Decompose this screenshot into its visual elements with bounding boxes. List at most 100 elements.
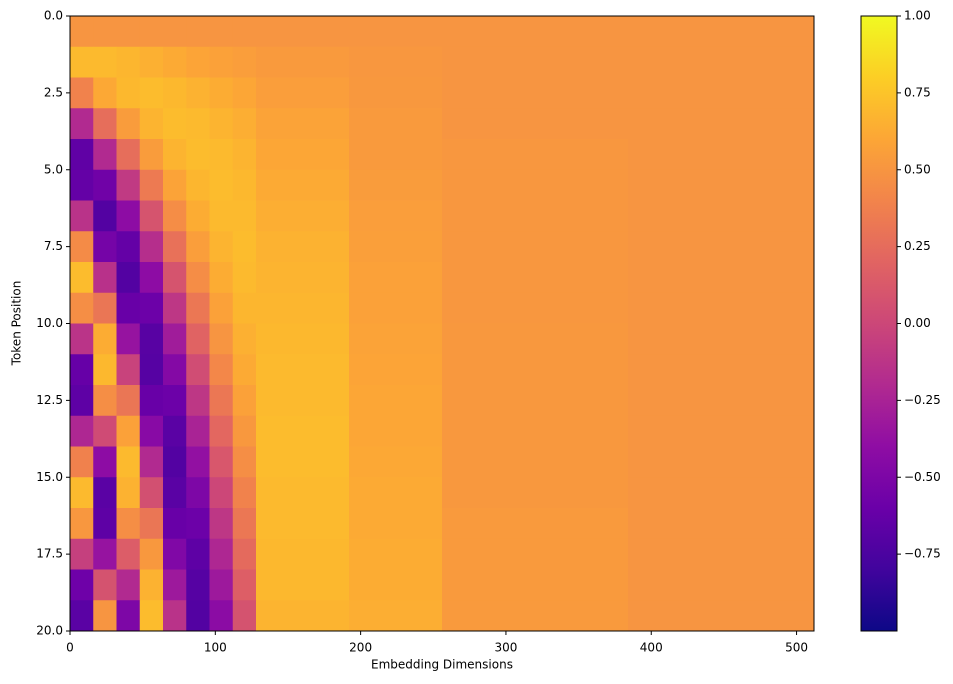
heatmap-cell — [139, 77, 164, 109]
colorbar-tick-label: 0.50 — [904, 162, 931, 176]
heatmap-cell — [256, 16, 350, 48]
heatmap-cell — [93, 231, 117, 263]
heatmap-cell — [256, 262, 350, 294]
x-tick-label: 500 — [785, 641, 808, 655]
heatmap-cell — [349, 569, 443, 601]
heatmap-cell — [442, 262, 629, 294]
heatmap-cell — [116, 77, 141, 109]
heatmap-cell — [232, 139, 257, 171]
heatmap-cell — [186, 139, 210, 171]
heatmap-cell — [628, 385, 815, 417]
y-tick-label: 10.0 — [36, 316, 63, 330]
heatmap-cell — [139, 108, 164, 140]
heatmap-cell — [628, 354, 815, 386]
heatmap-cell — [209, 231, 234, 263]
heatmap-cell — [70, 415, 94, 447]
heatmap-cell — [93, 292, 117, 324]
heatmap-cell — [232, 46, 257, 78]
heatmap-cell — [256, 200, 350, 232]
heatmap-cell — [232, 415, 257, 447]
heatmap-cell — [163, 600, 187, 632]
heatmap-cell — [163, 477, 187, 509]
heatmap-cell — [232, 108, 257, 140]
heatmap-cell — [116, 569, 141, 601]
heatmap-cell — [186, 323, 210, 355]
heatmap-cell — [139, 446, 164, 478]
heatmap-cell — [209, 508, 234, 540]
heatmap-cell — [163, 16, 187, 48]
heatmap-cell — [349, 446, 443, 478]
heatmap-cell — [349, 16, 443, 48]
heatmap-cell — [209, 600, 234, 632]
heatmap-cell — [232, 538, 257, 570]
x-tick-label: 200 — [349, 641, 372, 655]
heatmap-cell — [186, 169, 210, 201]
heatmap-cell — [209, 139, 234, 171]
heatmap-cell — [163, 292, 187, 324]
heatmap-cell — [116, 262, 141, 294]
heatmap-cell — [139, 415, 164, 447]
heatmap-cell — [628, 46, 815, 78]
colorbar-tick-label: 1.00 — [904, 9, 931, 23]
heatmap-cell — [628, 569, 815, 601]
heatmap-cell — [209, 169, 234, 201]
heatmap-cell — [256, 508, 350, 540]
heatmap-cell — [116, 323, 141, 355]
heatmap-cell — [442, 77, 629, 109]
heatmap-cell — [442, 569, 629, 601]
heatmap-cell — [442, 508, 629, 540]
heatmap-cell — [349, 262, 443, 294]
heatmap-cell — [256, 569, 350, 601]
heatmap-cell — [163, 200, 187, 232]
heatmap-cell — [256, 46, 350, 78]
heatmap-cell — [186, 46, 210, 78]
heatmap-cell — [209, 16, 234, 48]
heatmap-cell — [70, 108, 94, 140]
heatmap-cell — [209, 292, 234, 324]
heatmap-cell — [442, 108, 629, 140]
heatmap-cell — [628, 262, 815, 294]
heatmap-cell — [442, 200, 629, 232]
heatmap-cell — [186, 538, 210, 570]
heatmap-cell — [139, 46, 164, 78]
x-tick-label: 300 — [494, 641, 517, 655]
heatmap-cell — [209, 538, 234, 570]
colorbar-tick-label: 0.25 — [904, 239, 931, 253]
heatmap-cell — [70, 446, 94, 478]
heatmap-cell — [628, 415, 815, 447]
heatmap-cell — [163, 385, 187, 417]
y-tick-label: 5.0 — [44, 162, 63, 176]
heatmap-cell — [70, 262, 94, 294]
heatmap-cell — [116, 385, 141, 417]
heatmap-cell — [628, 16, 815, 48]
heatmap-cell — [163, 77, 187, 109]
heatmap-cell — [139, 231, 164, 263]
heatmap-cell — [70, 16, 94, 48]
heatmap-cell — [70, 600, 94, 632]
heatmap-cell — [163, 415, 187, 447]
heatmap-cell — [349, 508, 443, 540]
heatmap-cell — [256, 323, 350, 355]
heatmap-cell — [70, 231, 94, 263]
heatmap-cell — [186, 446, 210, 478]
y-tick-label: 7.5 — [44, 239, 63, 253]
heatmap-cell — [628, 477, 815, 509]
heatmap-cell — [209, 323, 234, 355]
heatmap-cell — [256, 385, 350, 417]
heatmap-cell — [209, 77, 234, 109]
heatmap-cell — [139, 262, 164, 294]
heatmap-cell — [349, 139, 443, 171]
heatmap-cell — [209, 446, 234, 478]
heatmap-cell — [70, 508, 94, 540]
heatmap-cell — [232, 231, 257, 263]
heatmap-cell — [209, 385, 234, 417]
heatmap-cell — [163, 262, 187, 294]
heatmap-cell — [186, 108, 210, 140]
heatmap-cell — [93, 600, 117, 632]
heatmap-cell — [139, 569, 164, 601]
heatmap-cell — [349, 292, 443, 324]
heatmap-cell — [442, 354, 629, 386]
heatmap-cell — [93, 169, 117, 201]
heatmap-cell — [93, 200, 117, 232]
